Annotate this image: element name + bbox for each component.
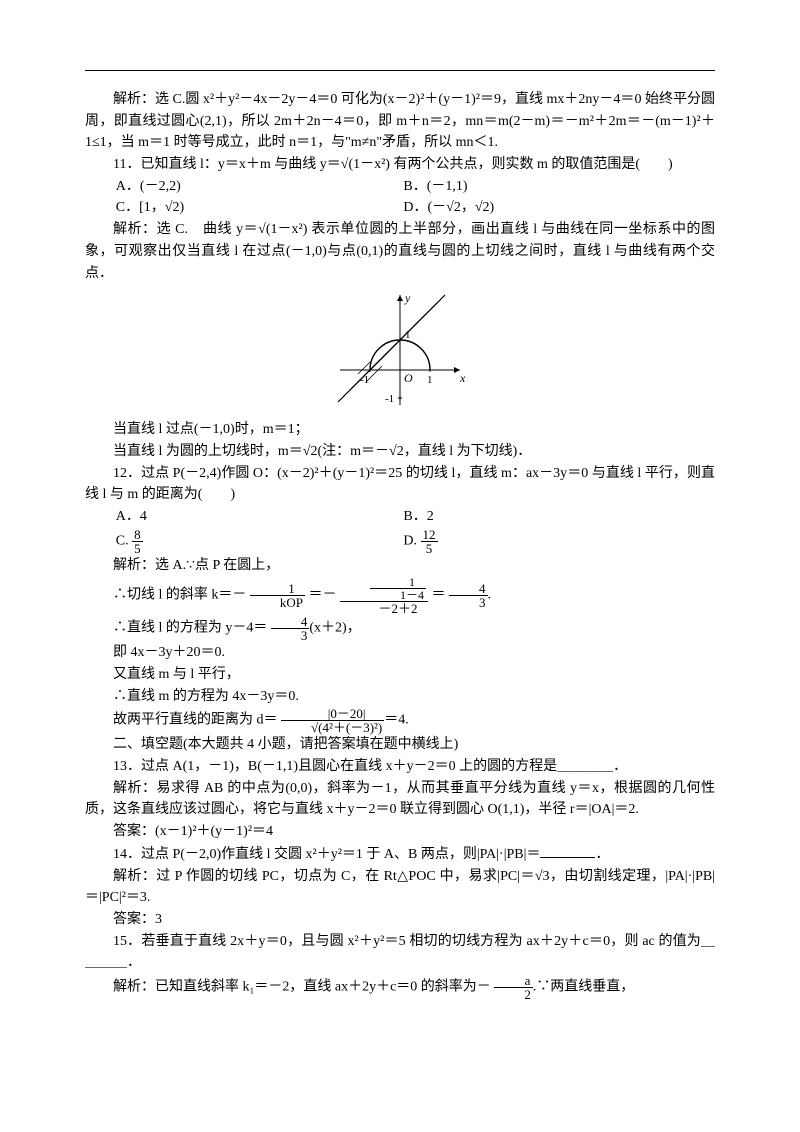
q12-c-prefix: C. xyxy=(116,533,129,548)
q11-choice-b: B．(－1,1) xyxy=(403,176,691,198)
q12-sol-5: 又直线 m 与 l 平行， xyxy=(85,664,715,686)
text: ＝－ xyxy=(309,588,337,603)
q12-sol-2: ∴切线 l 的斜率 k＝－ 1 kOP ＝－ 1 1－4 －2＋2 ＝ 4 3 … xyxy=(85,576,715,615)
q12-choice-c: C. 8 5 xyxy=(116,528,404,555)
svg-text:x: x xyxy=(459,371,466,385)
q11-figure: y x O 1 -1 1 -1 xyxy=(85,290,715,415)
svg-text:1: 1 xyxy=(405,329,411,341)
q12-choice-b: B．2 xyxy=(403,506,691,528)
frac-den: 5 xyxy=(421,542,438,555)
q11-choices: A．(－2,2) B．(－1,1) C．[1，√2) D．(－√2，√2) xyxy=(116,176,715,219)
q15-stem: 15．若垂直于直线 2x＋y＝0，且与圆 x²＋y²＝5 相切的切线方程为 ax… xyxy=(85,931,715,974)
q14-stem: 14．过点 P(－2,0)作直线 l 交圆 x²＋y²＝1 于 A、B 两点，则… xyxy=(85,843,715,866)
page: 解析：选 C.圆 x²＋y²－4x－2y－4＝0 可化为(x－2)²＋(y－1)… xyxy=(0,0,800,1132)
frac-den: －2＋2 xyxy=(340,602,428,615)
frac-num: 1 1－4 xyxy=(340,576,428,602)
q11-after-1: 当直线 l 过点(－1,0)时，m＝1； xyxy=(85,419,715,441)
frac-den: √(4²＋(－3)²) xyxy=(281,721,384,734)
q12-stem: 12．过点 P(－2,4)作圆 O：(x－2)²＋(y－1)²＝25 的切线 l… xyxy=(85,463,715,506)
q12-sol-7: 故两平行直线的距离为 d＝ |0－20| √(4²＋(－3)²) ＝4. xyxy=(85,707,715,734)
frac-num: a xyxy=(494,974,533,988)
section-2-title: 二、填空题(本大题共 4 小题，请把答案填在题中横线上) xyxy=(85,734,715,756)
text: ∴切线 l 的斜率 k＝－ xyxy=(113,588,246,603)
text: ＝ xyxy=(432,588,446,603)
text: . xyxy=(488,588,492,603)
frac-den: 3 xyxy=(271,629,310,642)
svg-text:O: O xyxy=(404,371,413,385)
frac-nested: 1 1－4 －2＋2 xyxy=(340,576,428,615)
svg-text:-1: -1 xyxy=(360,374,369,386)
q11-after-2: 当直线 l 为圆的上切线时，m＝√2(注：m＝－√2，直线 l 为下切线)． xyxy=(85,441,715,463)
text: ∴直线 l 的方程为 y－4＝ xyxy=(113,621,267,636)
frac-den: 3 xyxy=(449,596,488,609)
text: ＝4. xyxy=(384,713,409,728)
q12-c-fraction: 8 5 xyxy=(132,528,143,555)
text: .∵两直线垂直， xyxy=(533,980,635,995)
text: 解析：已知直线斜率 k₁＝－2，直线 ax＋2y＋c＝0 的斜率为－ xyxy=(113,980,491,995)
text: ． xyxy=(595,847,609,862)
q13-solution: 解析：易求得 AB 的中点为(0,0)，斜率为－1，从而其垂直平分线为直线 y＝… xyxy=(85,778,715,821)
q12-sol-3: ∴直线 l 的方程为 y－4＝ 4 3 (x＋2)， xyxy=(85,615,715,642)
q15-solution: 解析：已知直线斜率 k₁＝－2，直线 ax＋2y＋c＝0 的斜率为－ a 2 .… xyxy=(85,974,715,1001)
q11-stem: 11．已知直线 l：y＝x＋m 与曲线 y＝√(1－x²) 有两个公共点，则实数… xyxy=(85,154,715,176)
text: 故两平行直线的距离为 d＝ xyxy=(113,713,278,728)
q11-choice-c: C．[1，√2) xyxy=(116,197,404,219)
q12-sol-6: ∴直线 m 的方程为 4x－3y＝0. xyxy=(85,686,715,708)
text: (x＋2)， xyxy=(309,621,360,636)
q14-solution: 解析：过 P 作圆的切线 PC，切点为 C，在 Rt△POC 中，易求|PC|＝… xyxy=(85,866,715,909)
q12-d-fraction: 12 5 xyxy=(421,528,438,555)
q14-answer: 答案：3 xyxy=(85,909,715,931)
frac-den: kOP xyxy=(250,596,305,609)
top-rule xyxy=(85,70,715,71)
frac-4-3b: 4 3 xyxy=(271,615,310,642)
frac-den: 2 xyxy=(494,988,533,1001)
semicircle-graph-icon: y x O 1 -1 1 -1 xyxy=(330,290,470,410)
frac-num: 1 xyxy=(250,582,305,596)
q13-answer: 答案：(x－1)²＋(y－1)²＝4 xyxy=(85,821,715,843)
svg-text:y: y xyxy=(404,291,411,305)
q11-choice-a: A．(－2,2) xyxy=(116,176,404,198)
svg-text:-1: -1 xyxy=(385,393,394,405)
frac-num: |0－20| xyxy=(281,707,384,721)
svg-text:1: 1 xyxy=(427,374,433,386)
q12-choices: A．4 B．2 C. 8 5 D. 12 5 xyxy=(116,506,715,555)
distance-fraction: |0－20| √(4²＋(－3)²) xyxy=(281,707,384,734)
frac-a-2: a 2 xyxy=(494,974,533,1001)
q12-sol-1: 解析：选 A.∵点 P 在圆上， xyxy=(85,555,715,577)
q12-choice-a: A．4 xyxy=(116,506,404,528)
text: 14．过点 P(－2,0)作直线 l 交圆 x²＋y²＝1 于 A、B 两点，则… xyxy=(113,847,540,862)
frac-den: 5 xyxy=(132,542,143,555)
q13-stem: 13．过点 A(1，－1)，B(－1,1)且圆心在直线 x＋y－2＝0 上的圆的… xyxy=(85,756,715,778)
frac-1-kop: 1 kOP xyxy=(250,582,305,609)
blank-line xyxy=(540,843,595,858)
frac-num: 4 xyxy=(449,582,488,596)
q10-solution: 解析：选 C.圆 x²＋y²－4x－2y－4＝0 可化为(x－2)²＋(y－1)… xyxy=(85,89,715,154)
frac-4-3: 4 3 xyxy=(449,582,488,609)
frac-num: 8 xyxy=(132,528,143,542)
q12-choice-d: D. 12 5 xyxy=(403,528,691,555)
q12-d-prefix: D. xyxy=(403,533,417,548)
inner-frac: 1 1－4 xyxy=(370,576,426,601)
frac-num: 4 xyxy=(271,615,310,629)
q11-solution-head: 解析：选 C. 曲线 y＝√(1－x²) 表示单位圆的上半部分，画出直线 l 与… xyxy=(85,219,715,284)
q11-choice-d: D．(－√2，√2) xyxy=(403,197,691,219)
frac-num: 12 xyxy=(421,528,438,542)
frac-den: 1－4 xyxy=(370,589,426,601)
q12-sol-4: 即 4x－3y＋20＝0. xyxy=(85,642,715,664)
